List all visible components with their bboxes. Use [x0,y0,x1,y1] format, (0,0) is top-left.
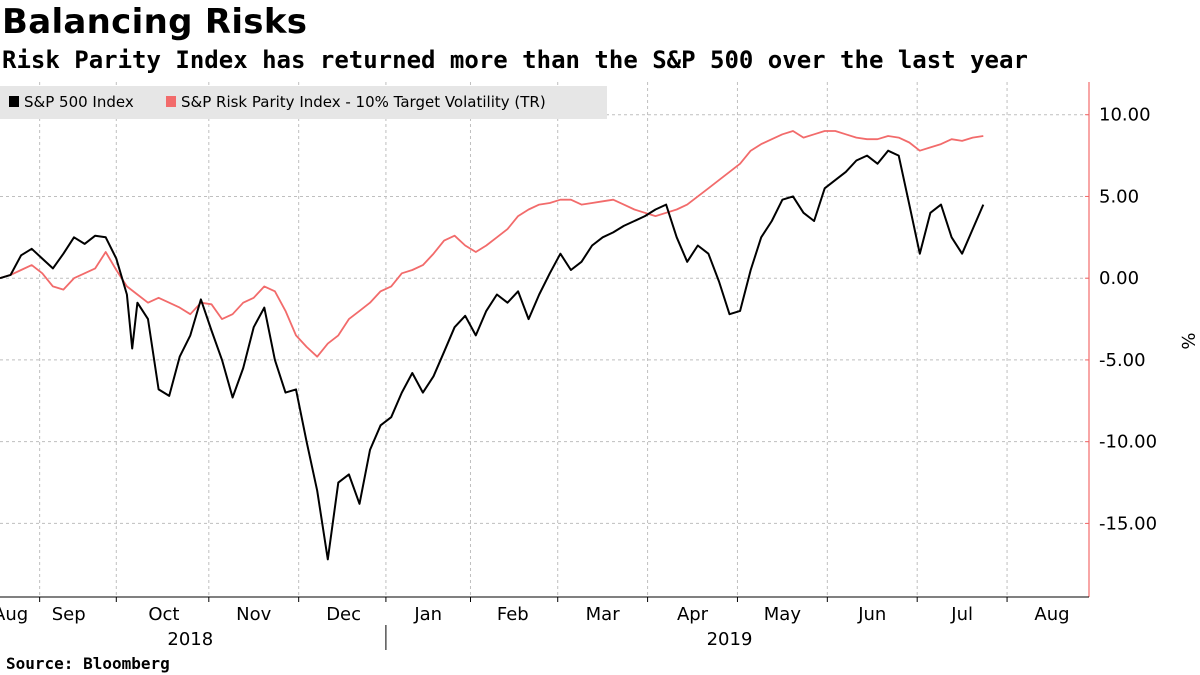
legend-background [0,86,607,119]
x-tick-label: Sep [52,604,86,625]
legend-label-risk-parity: S&P Risk Parity Index - 10% Target Volat… [181,93,546,111]
x-axis: Aug Sep Oct Nov Dec Jan Feb Mar Apr May Jun Jul Aug 2… [0,596,1089,650]
x-tick-label: May [764,604,802,625]
x-tick-label: Aug [0,604,28,625]
series-line-sp500 [0,149,985,561]
x-tick-label: Apr [677,604,709,625]
x-tick-label: Jul [950,604,973,625]
y-tick-label: -15.00 [1099,513,1157,534]
source-note: Source: Bloomberg [6,654,170,673]
x-tick-label: Jun [857,604,886,625]
legend-swatch-risk-parity [166,96,176,107]
grid-lines [0,82,1089,597]
y-axis: 10.00 5.00 0.00 -5.00 -10.00 -15.00% [1085,82,1198,597]
legend: S&P 500 Index S&P Risk Parity Index - 10… [0,86,607,119]
x-year-label: 2018 [167,629,213,650]
chart-subtitle: Risk Parity Index has returned more than… [2,46,1028,74]
x-tick-label: Mar [586,604,621,625]
x-tick-label: Jan [413,604,442,625]
x-year-label: 2019 [707,629,753,650]
y-tick-label: 0.00 [1099,268,1139,289]
x-tick-label: Nov [236,604,271,625]
legend-label-sp500: S&P 500 Index [24,93,134,111]
y-tick-label: -5.00 [1099,350,1146,371]
x-tick-label: Dec [326,604,361,625]
series-lines [0,130,985,561]
y-tick-label: -10.00 [1099,432,1157,453]
x-tick-label: Oct [148,604,179,625]
y-tick-label: 5.00 [1099,186,1139,207]
x-tick-label: Aug [1034,604,1069,625]
chart-title: Balancing Risks [2,2,308,42]
legend-swatch-sp500 [9,96,19,107]
series-line-risk-parity [0,130,984,358]
y-tick-label: 10.00 [1099,105,1151,126]
x-tick-label: Feb [497,604,529,625]
y-axis-label: % [1177,332,1198,349]
